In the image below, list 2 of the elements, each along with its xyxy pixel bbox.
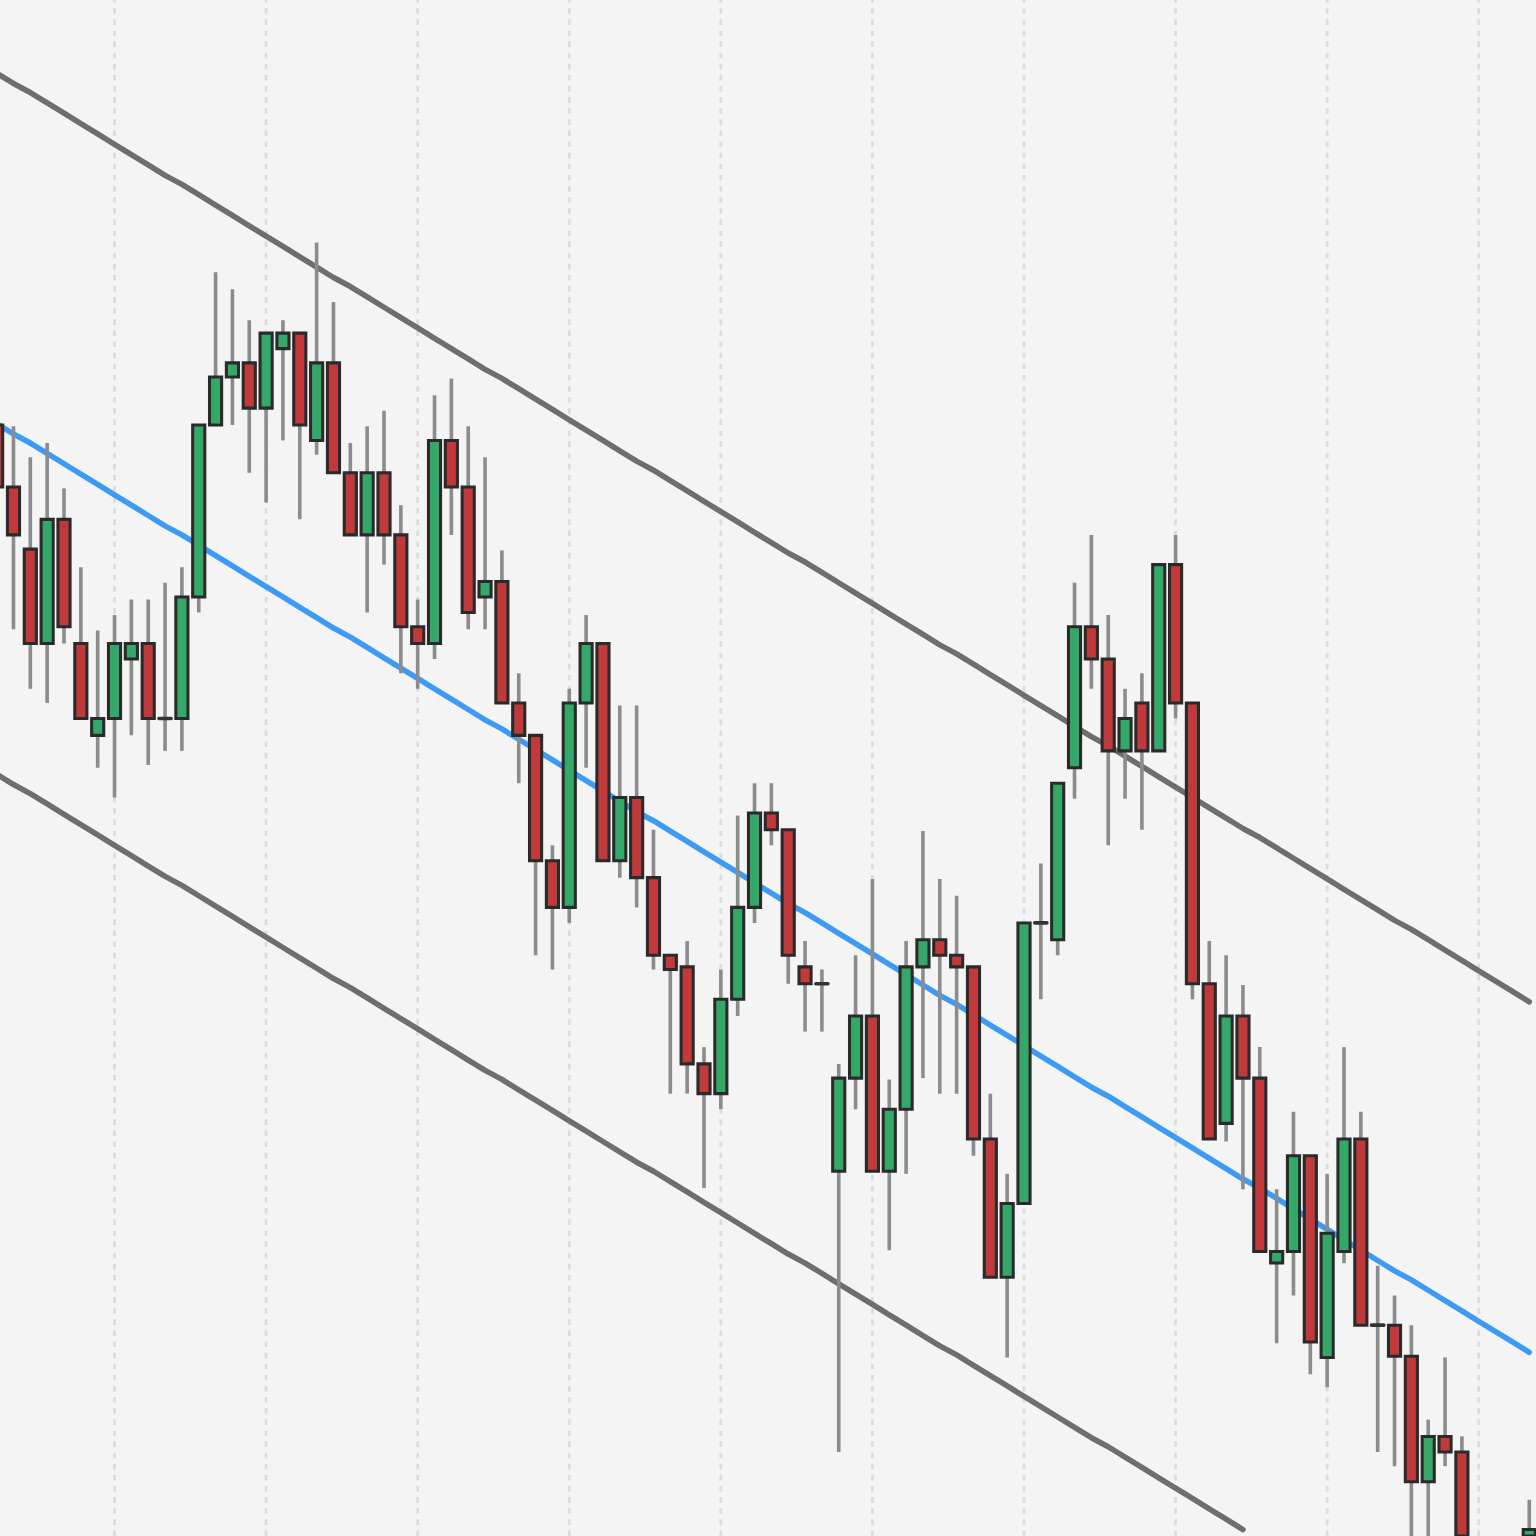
candlestick [1521,1497,1536,1536]
candlestick [5,424,22,632]
